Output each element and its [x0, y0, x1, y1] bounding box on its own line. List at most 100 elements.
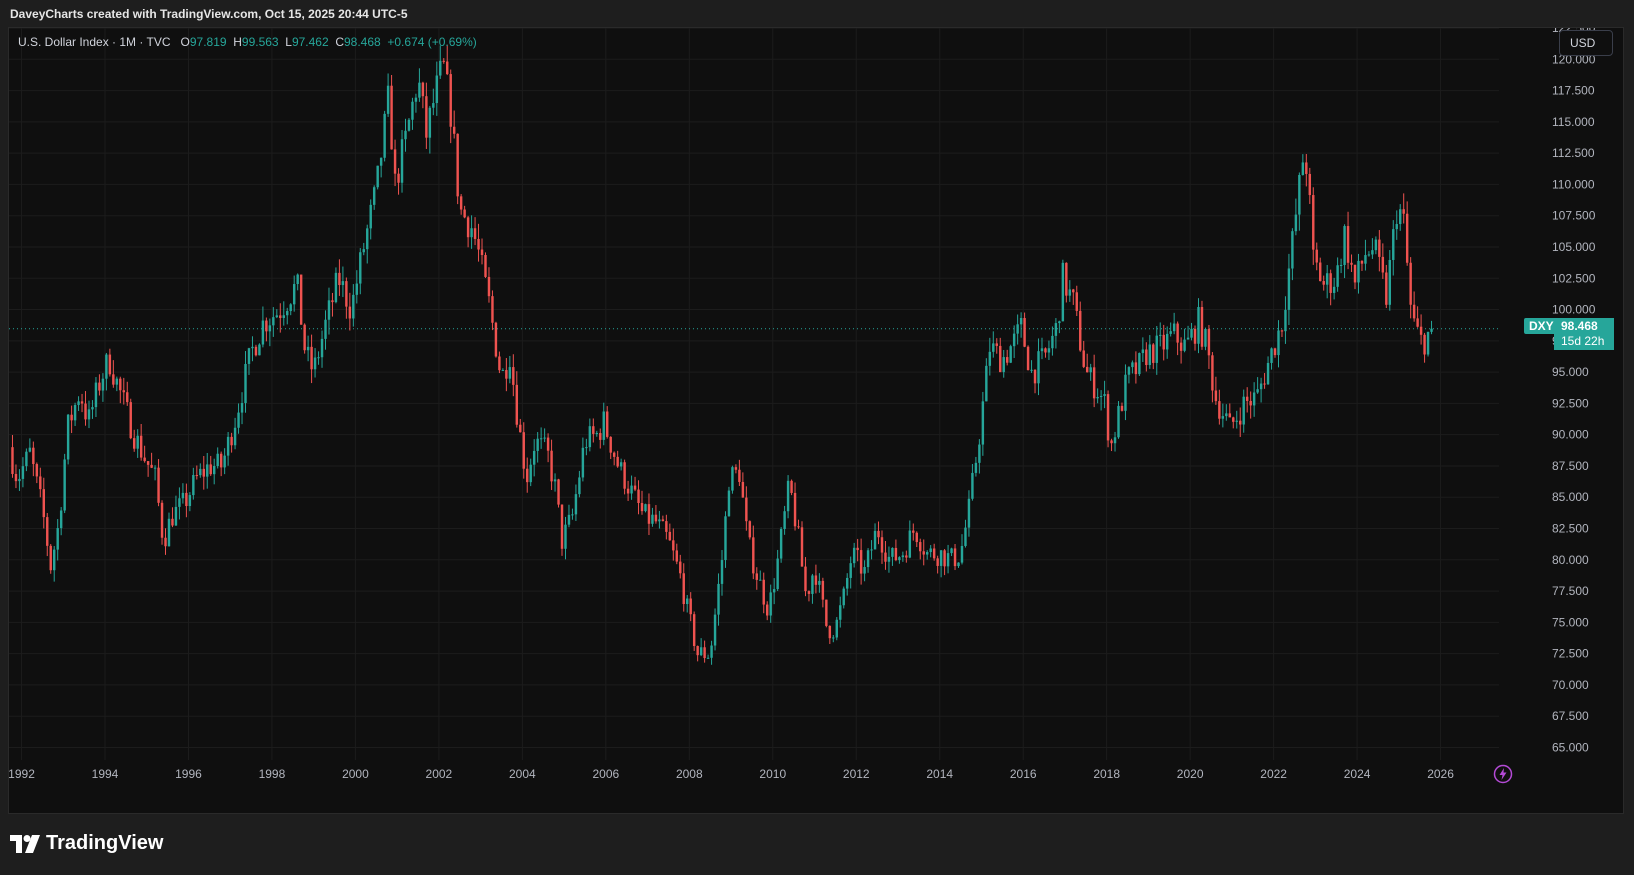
- last-price-value: 98.468: [1561, 319, 1598, 333]
- candle-body: [953, 548, 957, 567]
- candle-body: [1061, 262, 1065, 322]
- candle-body: [536, 438, 539, 451]
- candle-body: [498, 356, 501, 371]
- candle-body: [487, 276, 491, 297]
- candle-body: [126, 392, 129, 403]
- candle-body: [442, 60, 445, 62]
- candle-body: [811, 575, 814, 594]
- candle-body: [578, 477, 581, 495]
- candles[interactable]: [11, 44, 1433, 665]
- candle-body: [11, 447, 14, 474]
- candle-body: [1204, 329, 1207, 347]
- candle-body: [334, 272, 338, 303]
- y-tick-label: 92.500: [1552, 396, 1589, 410]
- candle-body: [1259, 383, 1263, 390]
- candle-body: [379, 157, 383, 166]
- tradingview-logo-icon: [10, 834, 40, 853]
- symbol-tag: DXY: [1524, 318, 1559, 334]
- candle-body: [1232, 417, 1235, 422]
- candle-body: [592, 426, 595, 434]
- candle-body: [1030, 369, 1033, 371]
- candle-body: [1162, 334, 1165, 350]
- candle-body: [1315, 249, 1318, 263]
- candle-body: [1399, 209, 1402, 225]
- candle-body: [108, 354, 112, 375]
- candle-body: [727, 490, 731, 517]
- candle-body: [1044, 348, 1047, 353]
- candle-body: [456, 133, 459, 197]
- candle-body: [835, 619, 838, 638]
- candle-body: [181, 492, 185, 499]
- candle-body: [626, 488, 630, 494]
- candle-body: [362, 249, 365, 253]
- candle-body: [731, 467, 734, 491]
- x-tick-label: 2000: [342, 767, 369, 781]
- close-value: 98.468: [344, 35, 381, 49]
- candle-body: [390, 85, 393, 150]
- candle-body: [1325, 273, 1329, 285]
- candle-body: [919, 542, 922, 552]
- candle-body: [1155, 335, 1158, 363]
- price-chart[interactable]: 122.500120.000117.500115.000112.500110.0…: [9, 28, 1623, 813]
- candle-body: [745, 497, 748, 522]
- candle-body: [870, 549, 873, 551]
- candle-body: [557, 479, 560, 505]
- candle-body: [372, 187, 376, 205]
- candle-body: [1402, 209, 1405, 214]
- symbol-description[interactable]: U.S. Dollar Index · 1M · TVC: [18, 35, 171, 49]
- candle-body: [1176, 323, 1179, 343]
- candle-body: [873, 530, 877, 550]
- chart-area[interactable]: 122.500120.000117.500115.000112.500110.0…: [8, 27, 1624, 814]
- y-tick-label: 67.500: [1552, 709, 1589, 723]
- candle-body: [1245, 396, 1249, 401]
- candle-body: [105, 354, 108, 379]
- candle-body: [999, 345, 1002, 373]
- currency-button[interactable]: USD: [1559, 30, 1613, 56]
- y-tick-label: 77.500: [1552, 584, 1589, 598]
- candle-body: [216, 453, 219, 467]
- candle-body: [279, 315, 282, 318]
- candle-body: [188, 495, 192, 506]
- candle-body: [70, 414, 73, 421]
- candle-body: [157, 467, 160, 503]
- low-value: 97.462: [291, 35, 329, 49]
- candle-body: [1322, 281, 1325, 285]
- candle-body: [703, 647, 706, 659]
- candle-body: [1211, 355, 1214, 391]
- candle-body: [779, 528, 783, 559]
- candle-body: [1360, 260, 1364, 264]
- candle-body: [132, 438, 136, 449]
- grid-lines: [9, 28, 1499, 760]
- y-tick-label: 85.000: [1552, 490, 1589, 504]
- tradingview-brand[interactable]: TradingView: [10, 832, 163, 855]
- lightning-icon[interactable]: [1493, 764, 1513, 784]
- candle-body: [922, 551, 925, 555]
- candle-body: [929, 548, 932, 553]
- candle-body: [814, 575, 818, 585]
- candle-body: [400, 139, 404, 183]
- candle-body: [866, 550, 870, 568]
- candle-body: [480, 249, 484, 256]
- candle-body: [1228, 413, 1232, 418]
- candle-body: [960, 545, 964, 563]
- candle-body: [265, 320, 268, 332]
- candle-body: [1298, 174, 1301, 215]
- symbol-legend[interactable]: U.S. Dollar Index · 1M · TVC O97.819 H99…: [18, 35, 477, 49]
- candle-body: [174, 506, 178, 526]
- candle-body: [1343, 226, 1346, 265]
- candle-body: [143, 457, 146, 462]
- candle-body: [1023, 318, 1026, 347]
- candle-body: [341, 281, 345, 286]
- candle-body: [153, 467, 157, 469]
- x-tick-label: 2014: [926, 767, 953, 781]
- candle-body: [724, 516, 727, 561]
- candle-body: [359, 252, 362, 284]
- y-axis[interactable]: 122.500120.000117.500115.000112.500110.0…: [1552, 28, 1596, 754]
- chart-caption: DaveyCharts created with TradingView.com…: [10, 7, 408, 21]
- candle-body: [699, 647, 703, 656]
- candle-body: [1214, 390, 1218, 402]
- candle-body: [898, 557, 901, 561]
- candle-body: [915, 532, 918, 543]
- candle-body: [644, 504, 647, 512]
- x-axis[interactable]: 1992 1994 1996 1998 2000 2002 2004 2006 2008 2010…: [9, 767, 1454, 781]
